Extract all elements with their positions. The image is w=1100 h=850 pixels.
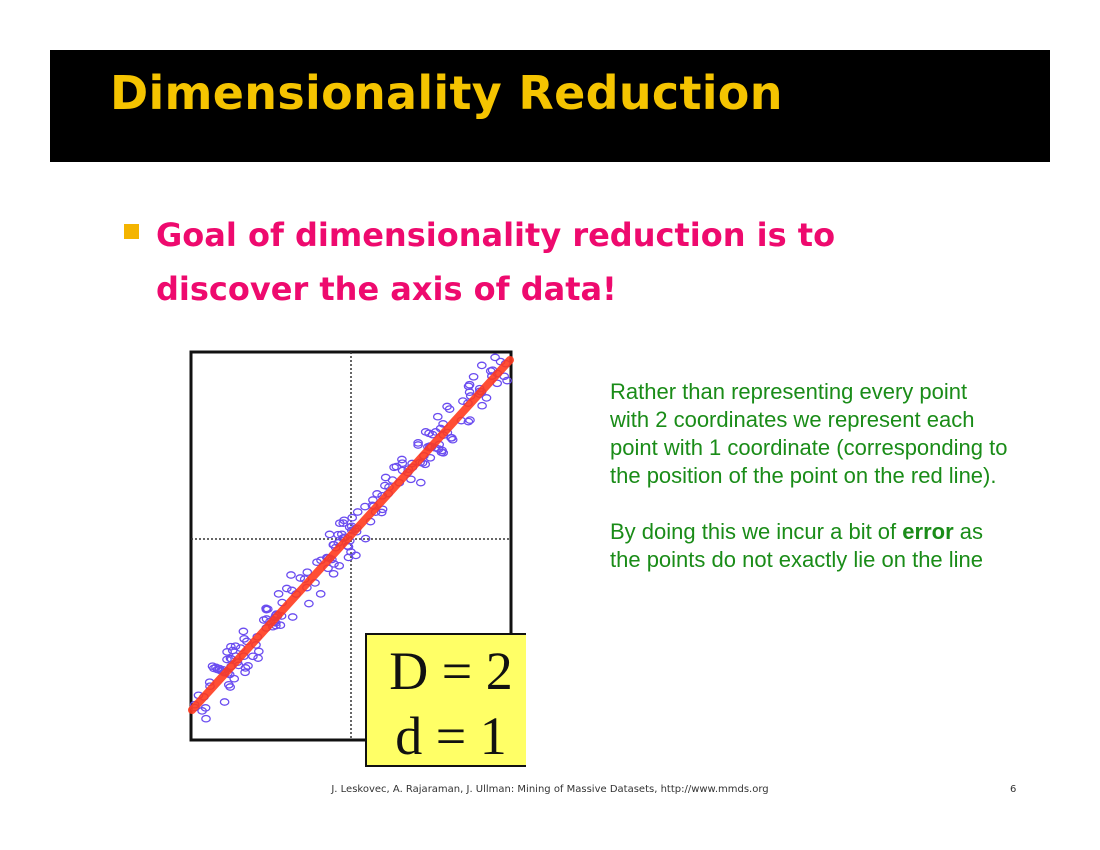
principal-axis-line — [188, 356, 514, 714]
data-point — [238, 627, 249, 636]
data-point — [273, 590, 284, 598]
data-point — [253, 647, 264, 656]
data-point — [464, 380, 475, 389]
data-point — [446, 433, 457, 442]
data-point — [304, 599, 314, 608]
bullet-square-icon — [124, 224, 139, 239]
paragraph-2-pre: By doing this we incur a bit of — [610, 519, 903, 544]
data-point — [201, 714, 211, 723]
label-D: D = 2 — [389, 641, 512, 701]
data-point — [200, 704, 211, 712]
page-number: 6 — [1010, 784, 1017, 795]
data-point — [230, 642, 241, 651]
data-point — [465, 416, 475, 424]
data-point — [287, 613, 298, 621]
data-point — [240, 664, 251, 672]
data-point — [397, 455, 407, 464]
data-point — [502, 376, 512, 385]
paragraph-1: Rather than representing every point wit… — [610, 379, 1008, 488]
scatter-plot: D = 2 d = 1 — [188, 350, 537, 767]
data-point — [432, 412, 443, 421]
data-point — [376, 508, 387, 517]
data-point — [438, 448, 449, 457]
data-point — [427, 430, 438, 439]
data-point — [389, 463, 399, 472]
label-d: d = 1 — [395, 706, 506, 766]
data-point — [338, 519, 349, 527]
data-point — [464, 388, 475, 397]
data-point — [458, 397, 468, 405]
data-point — [315, 590, 326, 598]
dimension-label-box — [365, 633, 537, 767]
data-point — [352, 508, 363, 516]
title-bar: Dimensionality Reduction — [50, 50, 1050, 162]
data-point — [286, 571, 296, 579]
paragraph-2-post: as the points do not exactly lie on the … — [610, 519, 984, 572]
paragraph-2-bold: error — [902, 519, 954, 544]
data-point — [240, 668, 250, 677]
data-point — [477, 401, 487, 410]
data-point — [415, 478, 426, 487]
data-point — [334, 561, 345, 570]
paragraph-2: By doing this we incur a bit of error as… — [610, 518, 1010, 574]
data-point — [222, 648, 232, 656]
data-point — [420, 460, 431, 469]
data-point — [295, 574, 306, 582]
data-point — [463, 417, 474, 426]
bullet-text: Goal of dimensionality reduction is to d… — [156, 216, 836, 308]
data-point — [261, 605, 272, 614]
data-point — [490, 353, 500, 362]
data-point — [281, 584, 292, 593]
data-point — [397, 459, 408, 468]
data-point — [248, 652, 258, 661]
data-point — [481, 394, 492, 402]
data-point — [334, 519, 345, 528]
scatter-figure: D = 2 d = 1 — [186, 344, 537, 774]
data-point — [476, 361, 487, 370]
data-point — [328, 569, 339, 578]
data-point — [413, 441, 423, 449]
data-point — [360, 534, 371, 543]
data-point — [219, 698, 230, 706]
data-point — [302, 568, 313, 577]
data-point — [223, 680, 234, 689]
data-point — [372, 490, 382, 498]
data-point — [343, 553, 354, 562]
footer-citation: J. Leskovec, A. Rajaraman, J. Ullman: Mi… — [331, 784, 769, 795]
data-point — [347, 513, 358, 522]
slide-title: Dimensionality Reduction — [110, 66, 783, 120]
data-point — [243, 662, 253, 670]
data-point — [444, 405, 455, 413]
data-point — [413, 439, 423, 447]
explanation-text: Rather than representing every point wit… — [610, 378, 1010, 574]
data-point — [468, 372, 479, 381]
